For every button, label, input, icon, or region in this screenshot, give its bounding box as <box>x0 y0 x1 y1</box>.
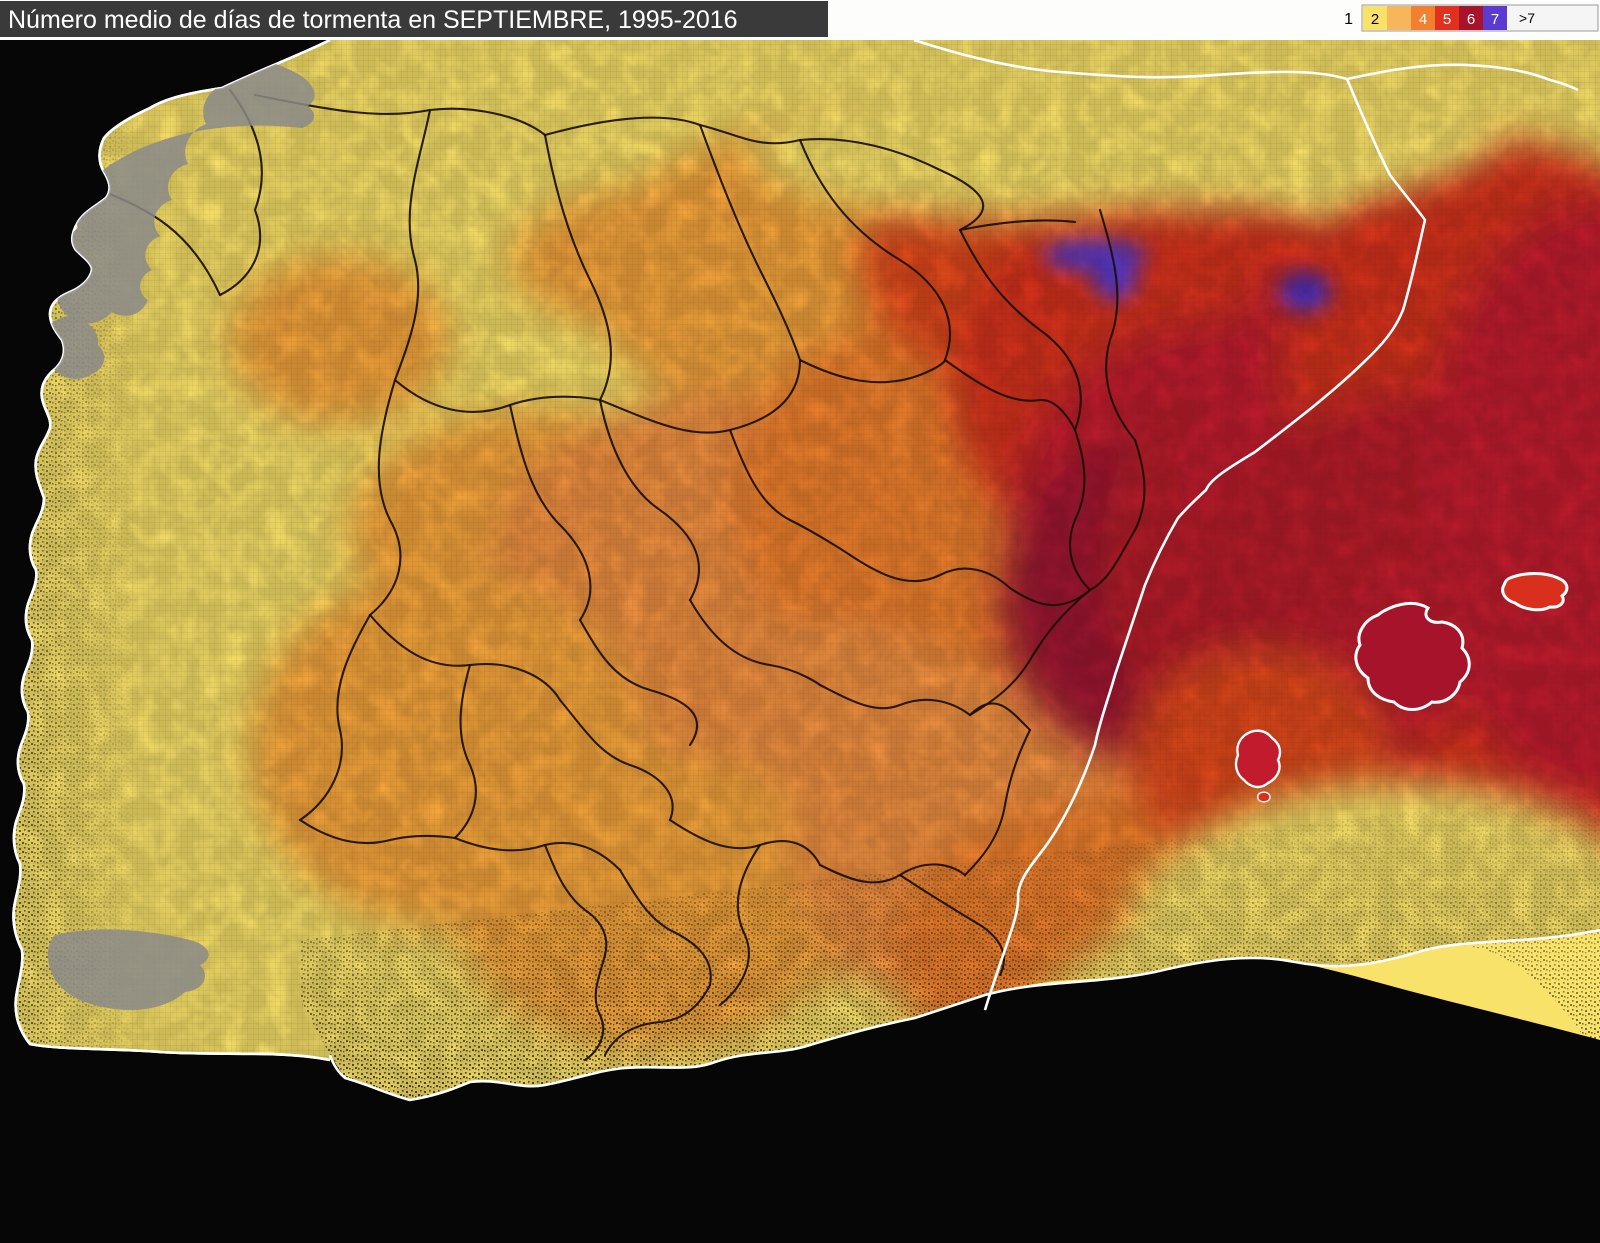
svg-text:2: 2 <box>1371 11 1379 28</box>
svg-text:5: 5 <box>1443 11 1451 28</box>
svg-text:Número medio de días de tormen: Número medio de días de tormenta en SEPT… <box>8 6 738 34</box>
svg-text:4: 4 <box>1419 11 1427 28</box>
svg-text:7: 7 <box>1491 11 1499 28</box>
svg-text:1: 1 <box>1344 11 1353 28</box>
svg-text:6: 6 <box>1467 11 1475 28</box>
svg-text:>7: >7 <box>1519 10 1535 26</box>
